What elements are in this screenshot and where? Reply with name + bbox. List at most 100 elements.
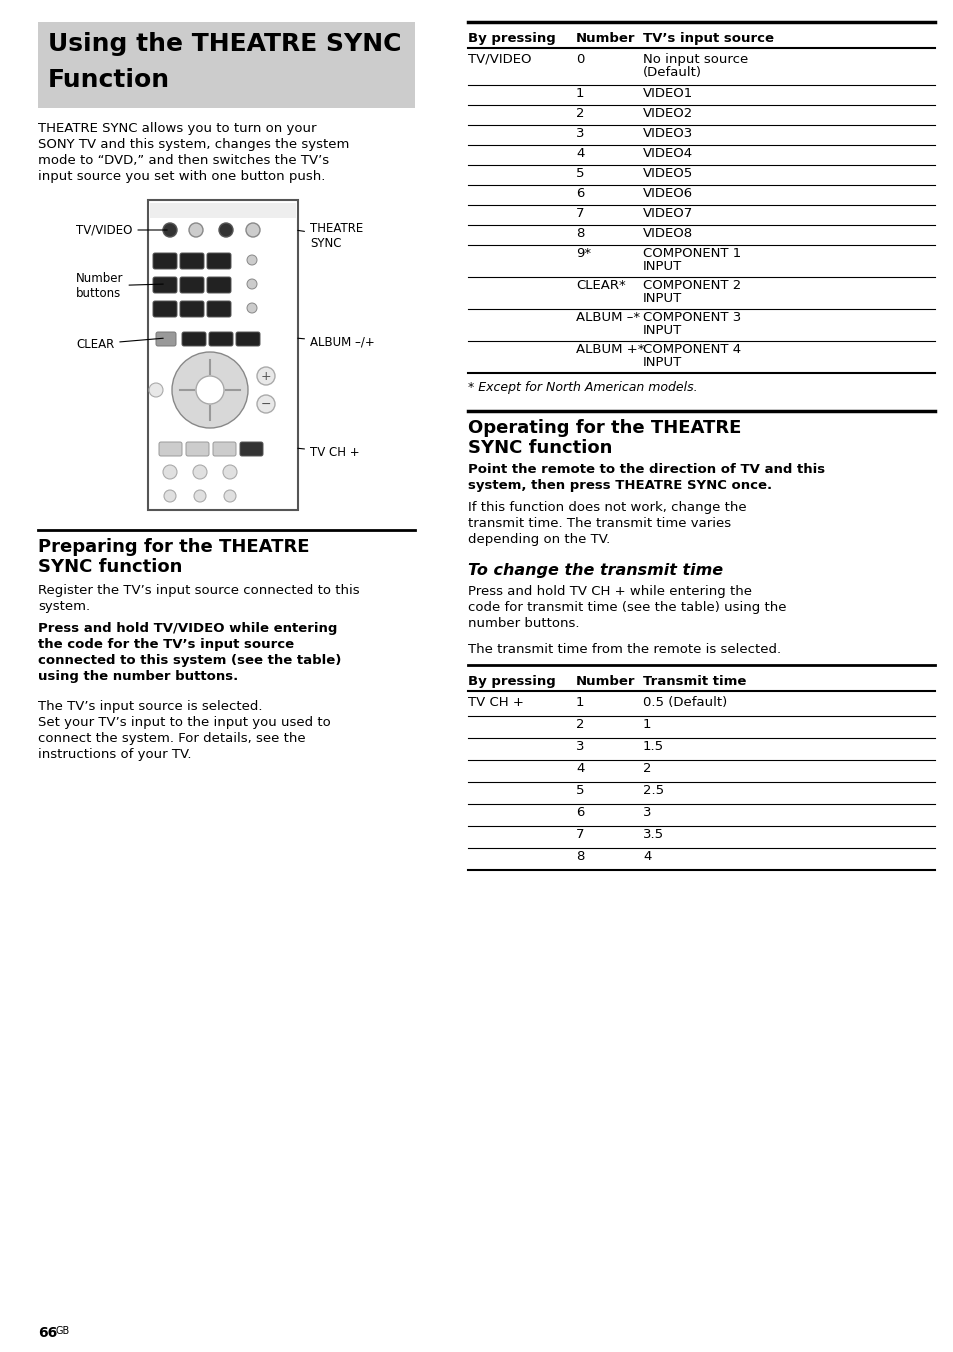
Text: COMPONENT 2: COMPONENT 2 [642,279,740,292]
FancyBboxPatch shape [152,301,177,316]
Text: 4: 4 [642,850,651,863]
Circle shape [189,223,203,237]
FancyBboxPatch shape [207,301,231,316]
Circle shape [193,489,206,502]
Text: VIDEO7: VIDEO7 [642,207,693,220]
Text: VIDEO2: VIDEO2 [642,107,693,120]
Text: To change the transmit time: To change the transmit time [468,562,722,579]
Text: CLEAR*: CLEAR* [576,279,625,292]
Bar [150,203,295,218]
Text: 7: 7 [576,207,584,220]
FancyBboxPatch shape [186,442,209,456]
Text: 0.5 (Default): 0.5 (Default) [642,696,726,708]
Text: 3: 3 [576,740,584,753]
Text: number buttons.: number buttons. [468,617,578,630]
FancyBboxPatch shape [152,253,177,269]
FancyBboxPatch shape [159,442,182,456]
Text: system, then press THEATRE SYNC once.: system, then press THEATRE SYNC once. [468,479,771,492]
Text: 1: 1 [642,718,651,731]
Circle shape [223,465,236,479]
Text: CLEAR: CLEAR [76,338,163,350]
Text: connect the system. For details, see the: connect the system. For details, see the [38,731,305,745]
Text: 4: 4 [576,147,584,160]
Text: (Default): (Default) [642,66,701,78]
Text: 1.5: 1.5 [642,740,663,753]
FancyBboxPatch shape [156,333,175,346]
Text: THEATRE
SYNC: THEATRE SYNC [297,222,363,250]
Text: TV/VIDEO: TV/VIDEO [468,53,531,66]
Text: 3: 3 [576,127,584,141]
Circle shape [247,279,256,289]
Text: 2: 2 [576,107,584,120]
Text: 3: 3 [642,806,651,819]
Text: * Except for North American models.: * Except for North American models. [468,381,697,393]
Text: By pressing: By pressing [468,675,556,688]
Circle shape [256,395,274,412]
Text: No input source: No input source [642,53,747,66]
Text: VIDEO3: VIDEO3 [642,127,693,141]
Text: Number: Number [576,675,635,688]
Circle shape [246,223,260,237]
Text: connected to this system (see the table): connected to this system (see the table) [38,654,341,667]
Text: Operating for the THEATRE: Operating for the THEATRE [468,419,740,437]
Text: Press and hold TV CH + while entering the: Press and hold TV CH + while entering th… [468,585,751,598]
Text: 8: 8 [576,850,584,863]
Circle shape [149,383,163,397]
Text: SYNC function: SYNC function [38,558,182,576]
Text: COMPONENT 1: COMPONENT 1 [642,247,740,260]
Text: Transmit time: Transmit time [642,675,745,688]
Bar [38,22,415,108]
Text: TV/VIDEO: TV/VIDEO [76,223,167,237]
Circle shape [164,489,175,502]
Text: Number: Number [576,32,635,45]
Circle shape [247,256,256,265]
Circle shape [224,489,235,502]
Text: Preparing for the THEATRE: Preparing for the THEATRE [38,538,309,556]
Text: INPUT: INPUT [642,356,681,369]
Text: 6: 6 [576,187,584,200]
Text: GB: GB [56,1326,71,1336]
Circle shape [247,303,256,314]
Text: VIDEO1: VIDEO1 [642,87,693,100]
Text: ALBUM –/+: ALBUM –/+ [297,335,375,349]
Text: SYNC function: SYNC function [468,439,612,457]
Text: code for transmit time (see the table) using the: code for transmit time (see the table) u… [468,602,785,614]
Circle shape [163,223,177,237]
Text: VIDEO4: VIDEO4 [642,147,693,160]
Text: depending on the TV.: depending on the TV. [468,533,610,546]
Text: Set your TV’s input to the input you used to: Set your TV’s input to the input you use… [38,717,331,729]
Text: Press and hold TV/VIDEO while entering: Press and hold TV/VIDEO while entering [38,622,337,635]
FancyBboxPatch shape [180,277,204,293]
Text: using the number buttons.: using the number buttons. [38,671,238,683]
Text: 0: 0 [576,53,584,66]
Text: 1: 1 [576,696,584,708]
Text: 6: 6 [576,806,584,819]
Text: 8: 8 [576,227,584,241]
Text: INPUT: INPUT [642,292,681,306]
FancyBboxPatch shape [207,277,231,293]
FancyBboxPatch shape [152,277,177,293]
Text: the code for the TV’s input source: the code for the TV’s input source [38,638,294,652]
FancyBboxPatch shape [240,442,263,456]
Text: ALBUM +*: ALBUM +* [576,343,644,356]
Text: The TV’s input source is selected.: The TV’s input source is selected. [38,700,262,713]
Text: 5: 5 [576,784,584,796]
Text: Number
buttons: Number buttons [76,272,163,300]
FancyBboxPatch shape [180,301,204,316]
Text: VIDEO5: VIDEO5 [642,168,693,180]
Text: 2: 2 [642,763,651,775]
Text: transmit time. The transmit time varies: transmit time. The transmit time varies [468,516,730,530]
Text: ALBUM –*: ALBUM –* [576,311,639,324]
Text: COMPONENT 3: COMPONENT 3 [642,311,740,324]
Text: 5: 5 [576,168,584,180]
Text: 3.5: 3.5 [642,827,663,841]
Text: Using the THEATRE SYNC: Using the THEATRE SYNC [48,32,401,55]
Text: The transmit time from the remote is selected.: The transmit time from the remote is sel… [468,644,781,656]
FancyBboxPatch shape [235,333,260,346]
Circle shape [172,352,248,429]
Text: input source you set with one button push.: input source you set with one button pus… [38,170,325,183]
Text: +: + [260,369,271,383]
Text: 2: 2 [576,718,584,731]
Text: mode to “DVD,” and then switches the TV’s: mode to “DVD,” and then switches the TV’… [38,154,329,168]
Text: TV CH +: TV CH + [468,696,523,708]
